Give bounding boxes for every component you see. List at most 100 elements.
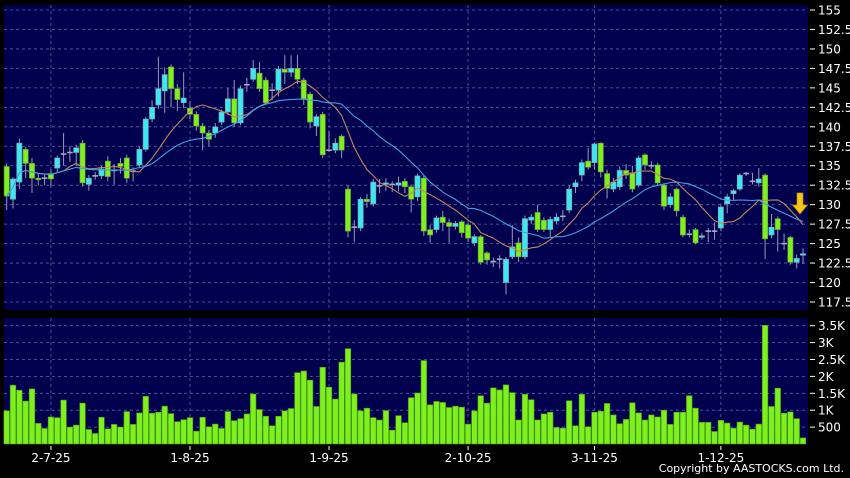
volume-bar: [104, 428, 111, 445]
volume-bar: [768, 406, 775, 445]
volume-bar: [439, 402, 446, 445]
volume-bar: [344, 348, 352, 445]
candle-down: [692, 229, 699, 244]
volume-bar: [496, 389, 503, 445]
volume-bar: [79, 402, 86, 445]
candle-down: [199, 125, 206, 134]
volume-bar: [231, 420, 238, 445]
volume-bar: [534, 419, 541, 445]
volume-bar: [306, 379, 314, 445]
volume-bar: [193, 430, 200, 445]
volume-bar: [730, 427, 737, 445]
candle-up: [73, 147, 80, 153]
volume-bar: [502, 384, 510, 445]
candle-up: [85, 177, 92, 185]
candle-up: [730, 190, 737, 195]
candle-down: [48, 173, 54, 180]
candle-down: [623, 170, 629, 176]
volume-bar: [136, 412, 143, 445]
candle-up: [698, 235, 705, 238]
volume-tick-label: 3K: [818, 336, 835, 350]
volume-bar: [142, 396, 149, 445]
volume-bar: [389, 429, 396, 445]
price-tick-label: 135: [818, 159, 841, 173]
candle-down: [294, 68, 301, 80]
volume-bar: [256, 409, 263, 445]
price-tick-label: 155: [818, 4, 841, 18]
volume-bar: [793, 418, 800, 445]
volume-bar: [35, 423, 42, 445]
volume-bar: [414, 392, 421, 445]
volume-bar: [780, 412, 788, 445]
candle-up: [54, 157, 61, 169]
candle-down: [35, 177, 42, 181]
candle-down: [3, 166, 10, 197]
volume-bar: [22, 400, 29, 445]
candle-up: [218, 111, 225, 123]
candle-up: [98, 168, 105, 177]
volume-bar: [641, 419, 649, 445]
volume-bar: [92, 433, 99, 445]
volume-bar: [174, 421, 181, 445]
candle-down: [117, 163, 124, 167]
volume-bar: [420, 360, 427, 445]
price-tick-label: 132.5: [818, 179, 850, 193]
candle-down: [345, 188, 351, 232]
volume-bar: [585, 426, 592, 445]
candle-up: [433, 217, 440, 230]
volume-bar: [332, 398, 339, 445]
volume-bar: [799, 437, 807, 445]
volume-bar: [212, 423, 219, 445]
candle-up: [155, 88, 162, 106]
price-tick-label: 142.5: [818, 101, 850, 115]
candle-down: [262, 79, 269, 103]
volume-bar: [325, 386, 333, 445]
candle-down: [465, 224, 471, 239]
volume-bar: [616, 423, 623, 445]
candle-down: [401, 181, 408, 188]
price-tick-label: 145: [818, 81, 841, 95]
volume-bar: [130, 424, 137, 445]
price-tick-label: 140: [818, 120, 841, 134]
candle-up: [553, 216, 560, 222]
volume-tick-label: 1K: [818, 404, 835, 418]
candle-up: [755, 178, 762, 184]
candle-up: [180, 97, 187, 103]
date-tick-label: 1-9-25: [309, 451, 348, 465]
volume-bar: [774, 387, 781, 445]
candle-down: [29, 163, 35, 179]
candle-up: [250, 68, 257, 80]
candle-down: [319, 114, 326, 156]
candle-up: [578, 162, 585, 176]
volume-bar: [54, 417, 61, 445]
volume-bar: [572, 425, 579, 445]
candle-down: [168, 66, 174, 89]
candle-up: [313, 116, 320, 127]
volume-bar: [648, 414, 655, 445]
volume-bar: [717, 420, 724, 445]
candle-up: [452, 223, 459, 227]
price-tick-label: 147.5: [818, 62, 850, 76]
volume-bar: [509, 392, 516, 445]
volume-bar: [464, 423, 472, 445]
volume-bar: [477, 395, 484, 445]
candle-up: [667, 196, 674, 205]
volume-bar: [275, 415, 282, 445]
price-tick-label: 120: [818, 276, 841, 290]
price-tick-label: 137.5: [818, 140, 850, 154]
date-tick-label: 1-12-25: [697, 451, 744, 465]
volume-bar: [654, 416, 661, 445]
candle-up: [566, 188, 573, 211]
date-tick-label: 3-11-25: [571, 451, 618, 465]
volume-bar: [610, 414, 617, 445]
date-tick-label: 2-10-25: [445, 451, 492, 465]
candle-up: [793, 258, 800, 263]
candle-down: [123, 157, 130, 179]
volume-bar: [123, 411, 130, 445]
down-arrow-icon: [791, 192, 809, 215]
candle-up: [225, 98, 231, 113]
date-tick-label: 1-8-25: [170, 451, 209, 465]
volume-bar: [117, 426, 124, 445]
volume-bar: [471, 410, 478, 445]
